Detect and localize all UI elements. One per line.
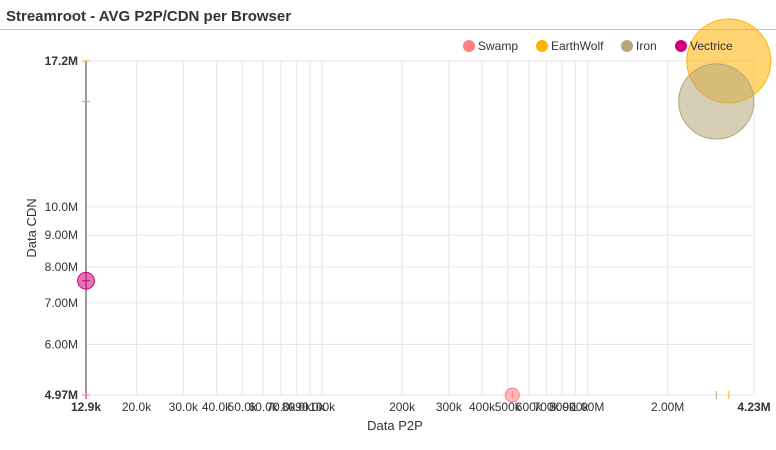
y-tick-label: 9.00M [45, 228, 78, 242]
panel-title: Streamroot - AVG P2P/CDN per Browser [6, 8, 292, 25]
y-tick-label: 4.97M [45, 388, 78, 402]
legend-label-swamp: Swamp [478, 39, 518, 53]
x-tick-label: 80.0k [282, 400, 312, 414]
panel-header: Streamroot - AVG P2P/CDN per Browser [0, 0, 776, 30]
x-tick-label: 4.23M [737, 400, 770, 414]
y-tick-label: 6.00M [45, 337, 78, 351]
x-tick-label: 40.0k [202, 400, 232, 414]
x-tick-label: 700k [534, 400, 561, 414]
x-tick-label: 300k [436, 400, 463, 414]
bubble-iron[interactable] [678, 63, 755, 140]
legend-label-vectrice: Vectrice [690, 39, 733, 53]
x-tick-label: 12.9k [71, 400, 101, 414]
x-tick-label: 1.00M [571, 400, 604, 414]
x-tick-label: 2.00M [651, 400, 684, 414]
legend-swatch-vectrice[interactable] [675, 40, 687, 52]
x-tick-label: 20.0k [122, 400, 152, 414]
legend-swatch-earthwolf[interactable] [536, 40, 548, 52]
x-axis-title: Data P2P [367, 418, 423, 433]
x-tick-label: 600k [516, 400, 543, 414]
x-tick-label: 400k [469, 400, 496, 414]
x-tick-label: 70.0k [266, 400, 296, 414]
x-tick-label: 100k [309, 400, 336, 414]
x-tick-label: 60.0k [249, 400, 279, 414]
x-tick-label: 30.0k [169, 400, 199, 414]
y-tick-label: 10.0M [45, 200, 78, 214]
x-tick-label: 800k [549, 400, 576, 414]
y-tick-label: 7.00M [45, 296, 78, 310]
x-tick-label: 200k [389, 400, 416, 414]
x-tick-label: 50.0k [228, 400, 258, 414]
legend-swatch-iron[interactable] [621, 40, 633, 52]
legend-swatch-swamp[interactable] [463, 40, 475, 52]
x-tick-label: 500k [495, 400, 522, 414]
y-axis-title: Data CDN [24, 198, 39, 257]
y-tick-label: 17.2M [45, 54, 78, 68]
legend-label-earthwolf: EarthWolf [551, 39, 604, 53]
x-tick-label: 90.0k [295, 400, 325, 414]
legend-label-iron: Iron [636, 39, 657, 53]
y-tick-label: 8.00M [45, 260, 78, 274]
x-tick-label: 900k [563, 400, 590, 414]
